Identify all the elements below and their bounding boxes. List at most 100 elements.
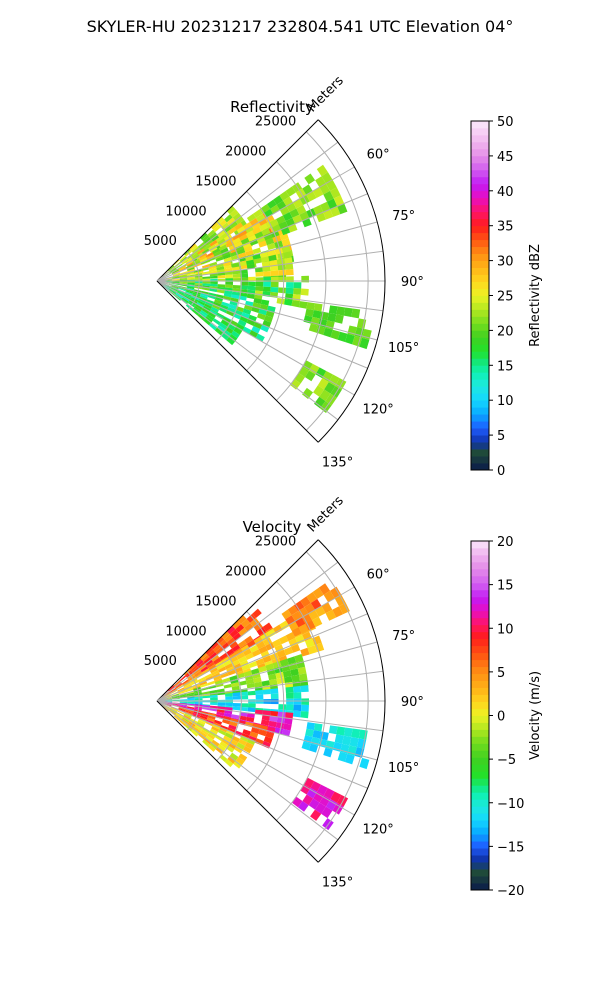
reflectivity-cell	[205, 301, 214, 307]
reflectivity-cell	[222, 316, 231, 324]
reflectivity-cell	[209, 323, 217, 331]
reflectivity-cell	[330, 329, 341, 340]
velocity-colorbar-segment	[471, 806, 489, 814]
reflectivity-cell	[215, 256, 224, 262]
velocity-cell	[231, 685, 240, 691]
reflectivity-cell	[187, 277, 195, 280]
velocity-cell	[248, 661, 258, 669]
velocity-cell	[183, 714, 191, 720]
reflectivity-cell	[215, 294, 224, 299]
reflectivity-cell	[253, 321, 263, 330]
velocity-cell	[232, 632, 242, 641]
velocity-cell	[262, 655, 272, 663]
velocity-cell	[187, 697, 195, 700]
velocity-cell	[245, 678, 255, 685]
velocity-azimuth-line	[156, 700, 339, 841]
velocity-cell	[164, 697, 172, 700]
velocity-outer-arc	[317, 539, 386, 863]
velocity-colorbar-segment	[471, 708, 489, 716]
velocity-cell	[268, 720, 277, 728]
reflectivity-cell	[179, 282, 188, 284]
reflectivity-cell	[253, 257, 262, 264]
reflectivity-cell	[213, 250, 222, 257]
velocity-cell	[215, 660, 224, 668]
velocity-cell	[229, 640, 238, 649]
reflectivity-cell	[209, 246, 218, 253]
velocity-cell	[182, 717, 190, 723]
velocity-cell	[171, 703, 180, 706]
reflectivity-cell	[223, 292, 232, 298]
reflectivity-cell	[278, 269, 287, 276]
velocity-cell	[254, 681, 263, 688]
reflectivity-cell	[208, 267, 217, 272]
velocity-cell	[325, 740, 335, 750]
reflectivity-cell	[208, 265, 217, 270]
reflectivity-cell	[188, 272, 197, 276]
velocity-cell	[283, 723, 292, 731]
velocity-cell	[194, 658, 202, 666]
reflectivity-cell	[313, 303, 323, 312]
velocity-cell	[223, 659, 232, 667]
velocity-cell	[279, 658, 289, 667]
velocity-cell	[179, 675, 187, 682]
reflectivity-cell	[232, 212, 242, 221]
velocity-cell	[284, 717, 293, 725]
velocity-colorbar-segment	[471, 876, 489, 884]
reflectivity-colorbar-segment	[471, 379, 489, 387]
velocity-cell	[305, 728, 314, 737]
velocity-cell	[293, 698, 302, 705]
velocity-cell	[265, 731, 275, 739]
velocity-cell	[211, 654, 220, 662]
reflectivity-colorbar-segment	[471, 463, 489, 471]
reflectivity-cell	[309, 363, 320, 375]
velocity-cell	[177, 710, 185, 715]
reflectivity-cell	[208, 292, 217, 297]
reflectivity-azimuth-tick-label: 75°	[392, 209, 415, 224]
velocity-cell	[226, 637, 236, 646]
velocity-azimuth-line	[156, 670, 384, 702]
velocity-cell	[221, 631, 230, 640]
reflectivity-cell	[270, 286, 279, 293]
reflectivity-cell	[212, 248, 221, 255]
reflectivity-cell	[359, 337, 370, 350]
velocity-cell	[225, 693, 233, 697]
velocity-cell	[253, 622, 263, 632]
reflectivity-cell	[191, 254, 200, 261]
velocity-cell	[304, 638, 315, 648]
velocity-cell	[246, 716, 255, 723]
reflectivity-cell	[214, 296, 224, 302]
velocity-cell	[223, 683, 232, 689]
reflectivity-cell	[199, 232, 208, 240]
reflectivity-cell	[179, 255, 187, 262]
velocity-cell	[213, 675, 222, 681]
reflectivity-cell	[303, 315, 313, 324]
reflectivity-colorbar-segment	[471, 211, 489, 220]
velocity-cell	[192, 712, 201, 717]
velocity-colorbar-segment	[471, 610, 489, 619]
reflectivity-cell	[248, 314, 257, 322]
velocity-cell	[207, 649, 216, 658]
reflectivity-cell	[171, 276, 180, 279]
velocity-cell	[253, 677, 262, 683]
velocity-cell	[233, 760, 242, 769]
reflectivity-azimuth-line	[156, 280, 384, 312]
reflectivity-colorbar-segment	[471, 134, 489, 143]
velocity-cell	[312, 587, 324, 599]
velocity-cell	[217, 702, 226, 706]
velocity-cell	[301, 741, 311, 751]
velocity-cell	[197, 676, 206, 683]
reflectivity-cell	[262, 319, 272, 328]
velocity-colorbar-segment	[471, 722, 489, 730]
reflectivity-cell	[170, 287, 178, 292]
velocity-cell	[307, 645, 317, 655]
reflectivity-colorbar-segment	[471, 253, 489, 261]
reflectivity-cell	[252, 226, 262, 235]
velocity-cell	[193, 686, 201, 691]
velocity-cell	[287, 656, 297, 665]
velocity-cell	[246, 639, 256, 648]
reflectivity-cell	[251, 325, 261, 334]
velocity-range-tick-label: 20000	[225, 565, 266, 580]
velocity-cell	[185, 686, 193, 691]
velocity-cell	[328, 725, 338, 735]
velocity-cell	[235, 756, 245, 766]
